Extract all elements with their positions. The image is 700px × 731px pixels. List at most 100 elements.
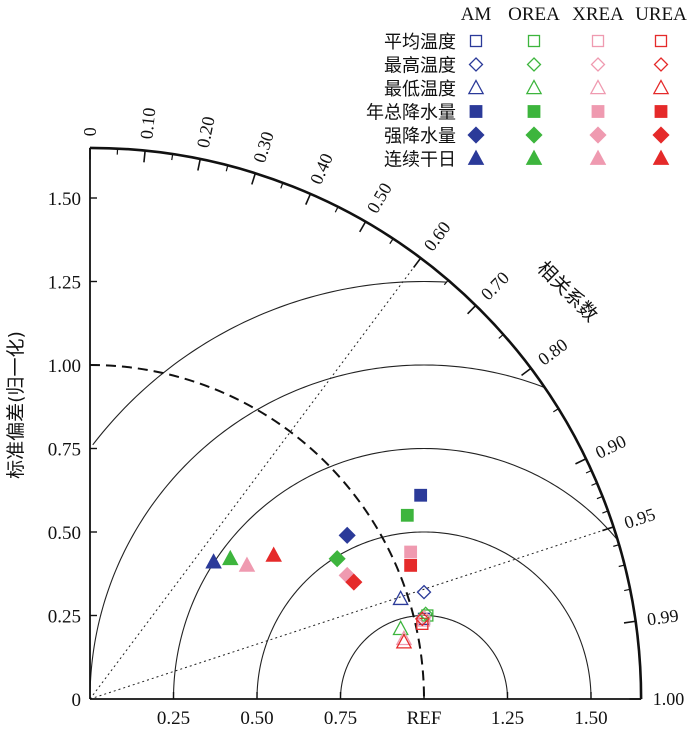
legend-model-label: AM [461, 4, 492, 25]
reference-arc [89, 364, 425, 700]
correlation-line-1 [89, 526, 614, 700]
legend-marker [525, 126, 543, 144]
legend-model-label: OREA [508, 4, 560, 25]
correlation-tick-label: 0.40 [306, 150, 337, 187]
correlation-axis-label: 相关系数 [533, 257, 602, 326]
correlation-minor-tick [591, 482, 598, 486]
correlation-tick-label: 0.99 [646, 605, 680, 629]
correlation-major-tick [467, 304, 477, 315]
axes [89, 146, 643, 700]
correlation-minor-tick [585, 469, 592, 474]
correlation-minor-tick [225, 165, 229, 172]
x-tick-label: 0.50 [240, 708, 273, 729]
y-tick-label: 1.25 [48, 273, 81, 294]
legend-marker [652, 126, 670, 144]
data-point [205, 553, 222, 569]
correlation-minor-tick [498, 334, 504, 339]
y-tick-label: 0 [72, 690, 82, 711]
legend-marker [469, 34, 483, 48]
correlation-minor-tick [618, 564, 625, 568]
correlation-minor-tick [171, 154, 174, 161]
data-point [222, 549, 239, 566]
correlation-major-tick [623, 620, 636, 624]
x-tick-label: 1.50 [574, 708, 607, 729]
legend-marker [654, 105, 668, 118]
reference-std-arc [89, 364, 425, 700]
rms-circle-3 [89, 364, 544, 700]
legend-marker [469, 105, 483, 118]
legend-marker [527, 105, 541, 118]
data-point [328, 550, 346, 568]
legend-variable-label: 平均温度 [384, 32, 456, 53]
rms-circle-4 [92, 280, 446, 446]
legend-marker [652, 149, 670, 165]
legend-variable-label: 年总降水量 [366, 103, 456, 124]
legend-marker [467, 126, 485, 144]
correlation-minor-tick [624, 588, 631, 592]
data-point [238, 556, 256, 572]
correlation-minor-tick [443, 279, 449, 286]
legend-variable-label: 强降水量 [384, 126, 456, 147]
legend-marker [467, 149, 485, 165]
data-point [395, 633, 413, 649]
legend-marker [525, 149, 543, 165]
legend-marker [590, 57, 606, 72]
legend-marker [527, 34, 541, 48]
legend-marker [652, 79, 670, 95]
correlation-major-tick [521, 367, 532, 376]
correlation-minor-tick [613, 544, 620, 547]
data-point [404, 545, 418, 559]
correlation-tick-label: 0.60 [420, 218, 455, 255]
data-point [265, 546, 282, 562]
correlation-major-tick [359, 221, 367, 233]
data-point [392, 619, 409, 636]
data-point [345, 573, 363, 591]
legend-marker [654, 34, 668, 48]
data-points [205, 488, 434, 649]
correlation-tick-label: 0.20 [193, 115, 219, 150]
x-tick-label: REF [407, 708, 442, 729]
correlation-line-0 [89, 257, 422, 700]
data-point [414, 488, 428, 502]
correlation-tick-label: 0.80 [534, 334, 571, 369]
correlation-tick-label: 0 [80, 127, 100, 136]
x-tick-label: 0.25 [157, 708, 190, 729]
correlation-tick-label: 0.30 [249, 129, 278, 165]
legend-marker [468, 57, 484, 72]
correlation-minor-tick [389, 238, 394, 245]
correlation-minor-tick [334, 206, 339, 213]
legend-model-label: XREA [572, 4, 624, 25]
y-tick-label: 0.25 [48, 607, 81, 628]
rms-circle-2 [172, 447, 618, 700]
data-point [400, 508, 414, 522]
legend-variable-label: 最高温度 [384, 56, 456, 77]
data-point [414, 611, 430, 627]
data-point [417, 614, 431, 627]
correlation-minor-tick [280, 182, 284, 189]
data-point [392, 589, 409, 606]
correlation-tick-label: 1.00 [653, 689, 685, 709]
correlation-minor-tick [596, 495, 603, 500]
outer-arc [89, 146, 643, 700]
correlation-minor-tick [553, 408, 559, 413]
tick-labels: 0 0.25 0.50 0.75 1.00 1.25 1.50 0.25 0.50 0.75 REF… [48, 189, 608, 729]
rms-circle-1 [256, 531, 592, 700]
correlation-tick-label: 0.95 [622, 504, 658, 533]
y-axis-label: 标准偏差(归一化) [5, 331, 27, 479]
y-tick-label: 0.50 [48, 523, 81, 544]
correlation-tick-label: 0.90 [592, 431, 629, 463]
correlation-major-tick [197, 158, 202, 171]
correlation-major-tick [305, 193, 312, 205]
legend-marker [591, 105, 605, 118]
y-tick-label: 1.50 [48, 189, 81, 210]
legend-variable-label: 最低温度 [384, 79, 456, 100]
legend-variable-label: 连续干日 [384, 150, 456, 171]
legend-marker [589, 79, 607, 95]
legend-marker [653, 57, 669, 72]
correlation-major-tick [251, 173, 257, 185]
correlation-major-tick [575, 458, 587, 465]
correlation-reference-lines [89, 257, 614, 700]
